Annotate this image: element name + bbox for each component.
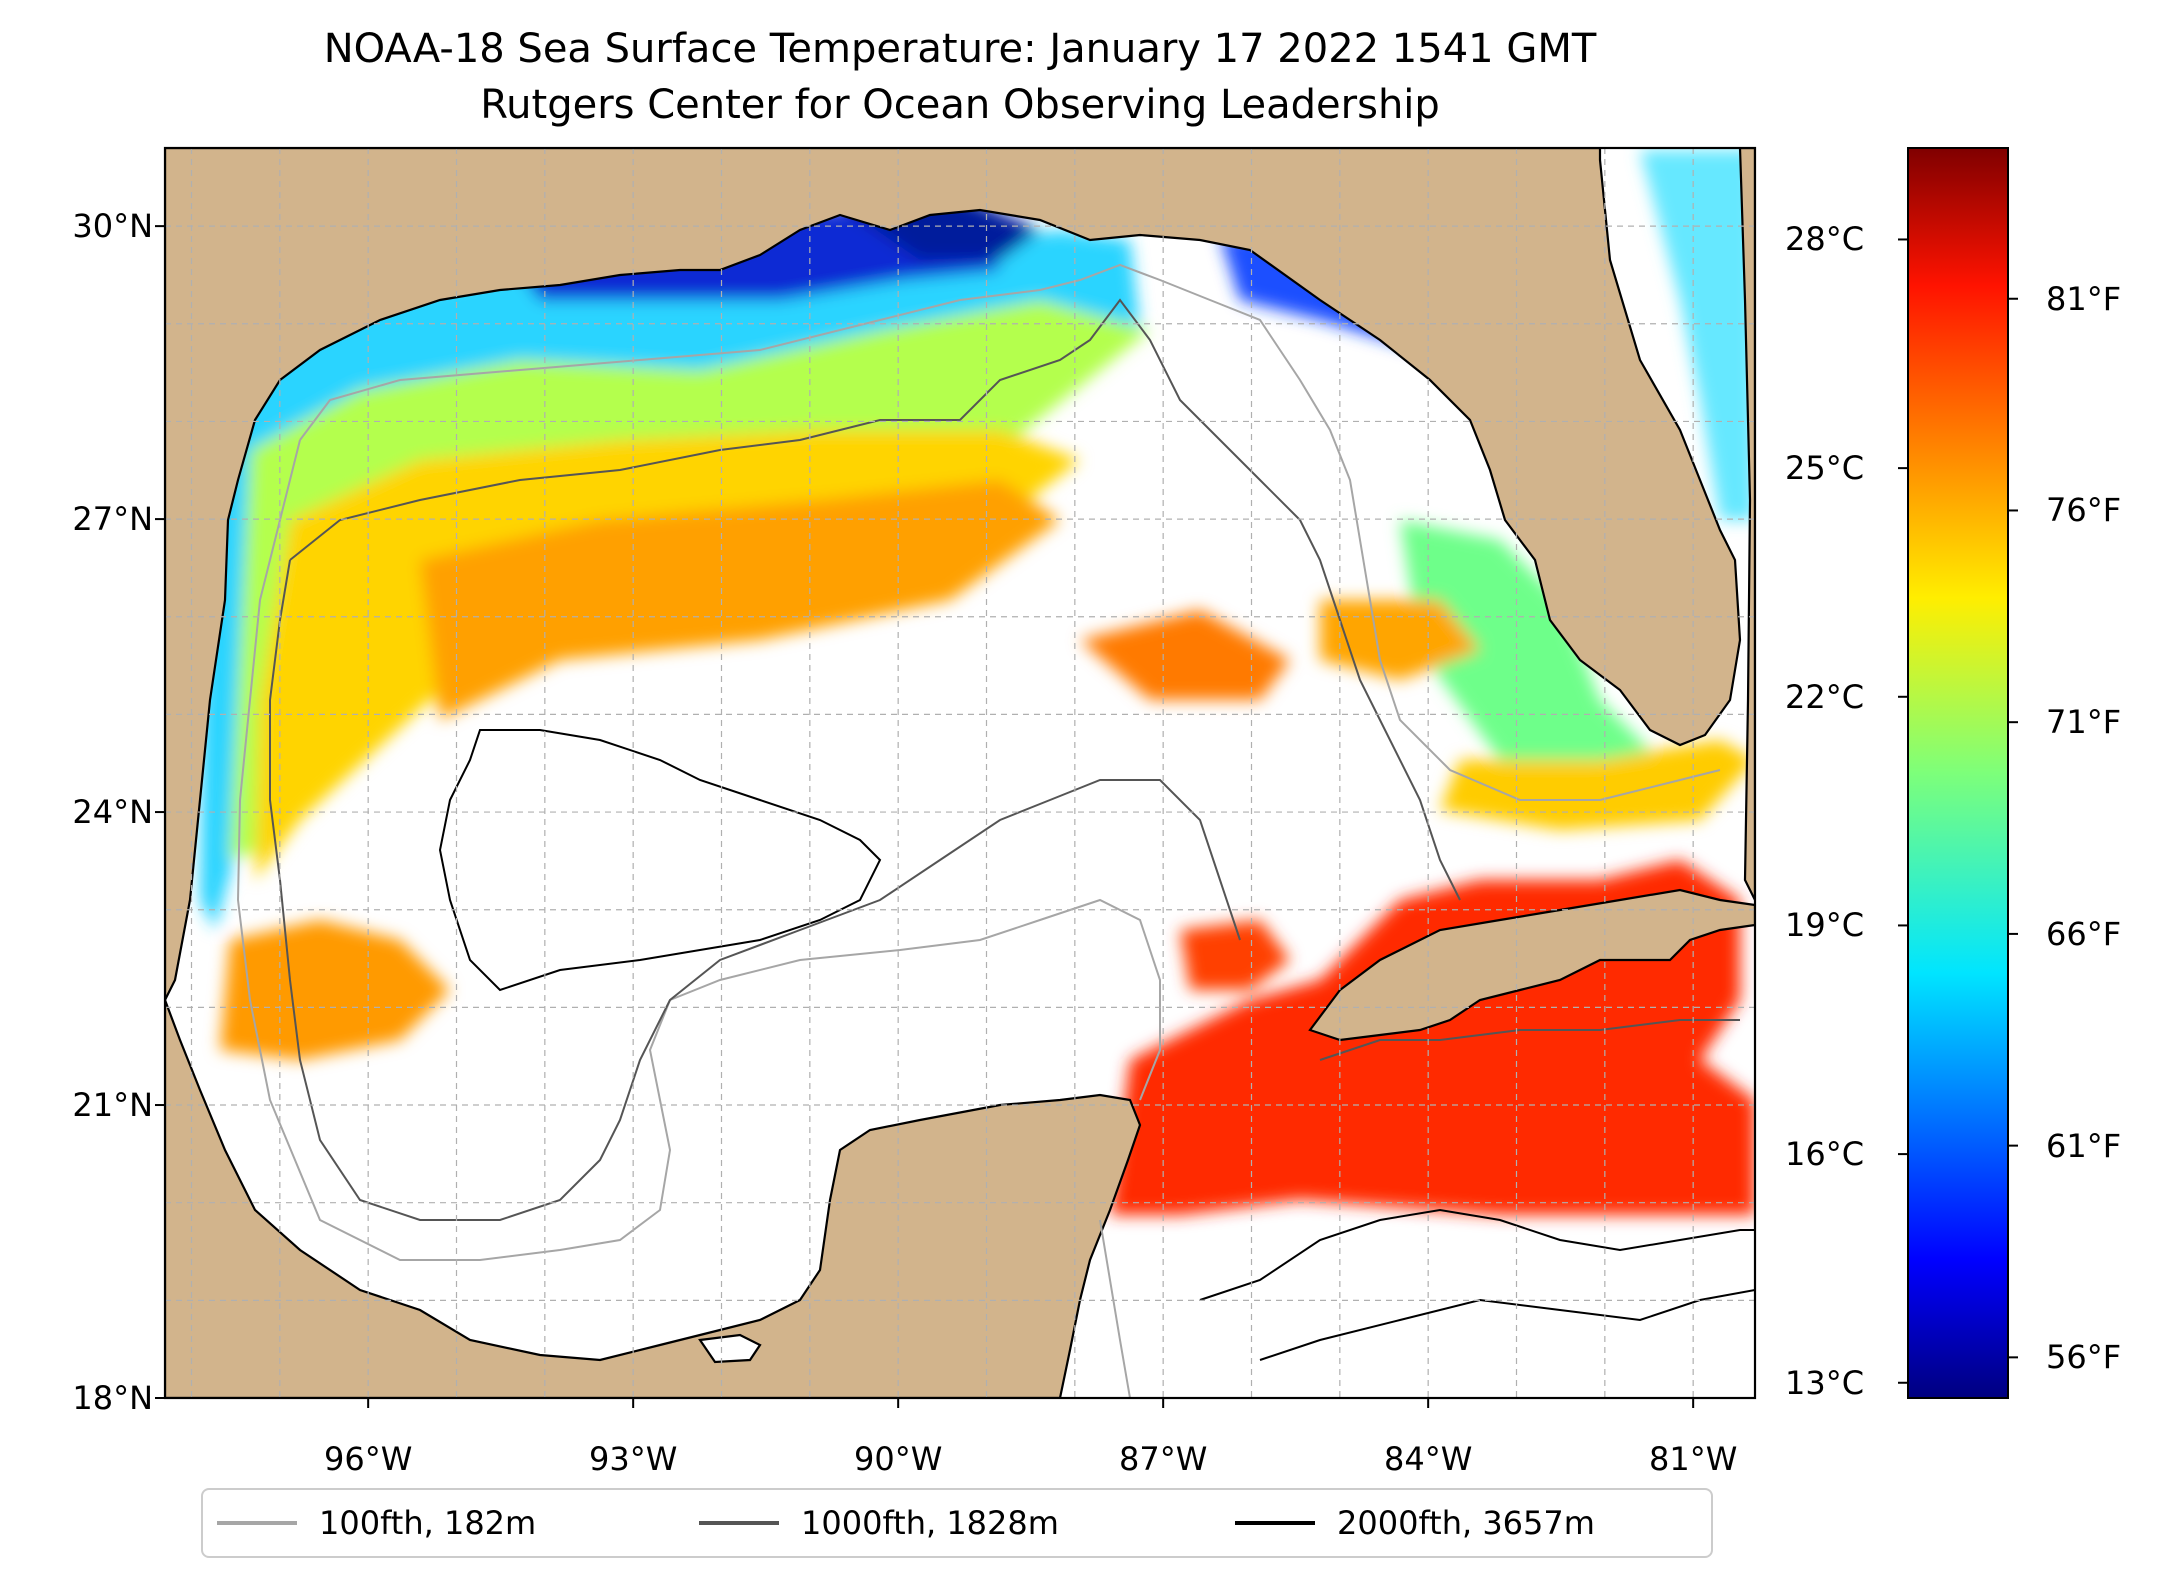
land-mexico <box>165 999 1142 1398</box>
colorbar-tick-marks <box>1898 238 2018 1384</box>
sst-orange-flecks <box>1080 610 1290 700</box>
lon-label-96w: 96°W <box>323 1440 413 1478</box>
colorbar-fahrenheit-label: 66°F <box>2046 914 2122 953</box>
colorbar-fahrenheit-label: 71°F <box>2046 703 2122 742</box>
contour-2000fth-caribbean <box>1199 1208 1755 1301</box>
contour-2000fth <box>438 729 882 992</box>
legend-label-2000fth: 2000fth, 3657m <box>1337 1504 1595 1542</box>
legend-swatch-1000fth <box>699 1521 779 1525</box>
legend-item-100fth: 100fth, 182m <box>217 1490 536 1556</box>
title-line-2: Rutgers Center for Ocean Observing Leade… <box>480 82 1440 128</box>
contour-2000fth-caribbean-2 <box>1259 1289 1755 1361</box>
lon-label-81w: 81°W <box>1648 1440 1738 1478</box>
lat-label-21n: 21°N <box>72 1086 153 1125</box>
land-cuba <box>1308 888 1755 1042</box>
land-atlantic-florida-edge <box>1738 148 1755 901</box>
lat-label-24n: 24°N <box>72 793 153 832</box>
sst-red-patch-central <box>1180 920 1290 990</box>
colorbar <box>1907 147 2009 1399</box>
colorbar-fahrenheit-label: 56°F <box>2046 1338 2122 1377</box>
sst-atlantic-strip <box>1640 150 1755 520</box>
lon-label-90w: 90°W <box>853 1440 943 1478</box>
sst-band-orange-south <box>220 920 450 1060</box>
legend-label-1000fth: 1000fth, 1828m <box>801 1504 1059 1542</box>
legend-swatch-2000fth <box>1235 1521 1315 1525</box>
colorbar-celsius-label: 25°C <box>1785 449 1865 488</box>
legend-swatch-100fth <box>217 1521 297 1525</box>
colorbar-celsius-label: 22°C <box>1785 677 1865 716</box>
legend-label-100fth: 100fth, 182m <box>319 1504 537 1542</box>
colorbar-celsius-label: 28°C <box>1785 220 1865 259</box>
lon-label-84w: 84°W <box>1383 1440 1473 1478</box>
sst-orange-flecks-2 <box>1320 600 1480 680</box>
contour-100fth <box>299 263 1721 801</box>
bathymetry-legend: 100fth, 182m 1000fth, 1828m 2000fth, 365… <box>201 1488 1713 1558</box>
colorbar-celsius-label: 13°C <box>1785 1363 1865 1402</box>
land-yucatan-lagoon <box>698 1333 762 1364</box>
lat-label-27n: 27°N <box>72 500 153 539</box>
contour-cayman-ridge <box>1319 1019 1740 1061</box>
colorbar-celsius-label: 19°C <box>1785 906 1865 945</box>
contour-1000fth-west <box>269 559 1241 1221</box>
colorbar-fahrenheit-label: 61°F <box>2046 1126 2122 1165</box>
colorbar-fahrenheit-label: 76°F <box>2046 491 2122 530</box>
contour-100fth-caribbean <box>1099 1219 1131 1398</box>
graticule <box>165 148 1755 1398</box>
sst-band-orange <box>420 480 1060 720</box>
colorbar-celsius-label: 16°C <box>1785 1135 1865 1174</box>
land-us-gulf-coast <box>165 148 1742 1001</box>
colorbar-fahrenheit-label: 81°F <box>2046 279 2122 318</box>
lat-label-18n: 18°N <box>72 1379 153 1417</box>
map-frame <box>163 146 1757 1400</box>
legend-item-1000fth: 1000fth, 1828m <box>699 1490 1059 1556</box>
sst-yellow-florida-straits <box>1440 740 1755 830</box>
lon-label-87w: 87°W <box>1118 1440 1208 1478</box>
contour-1000fth <box>289 298 1461 901</box>
map-tick-marks <box>155 225 1695 1408</box>
lon-label-93w: 93°W <box>588 1440 678 1478</box>
legend-item-2000fth: 2000fth, 3657m <box>1235 1490 1595 1556</box>
land <box>165 148 1755 1398</box>
sst-green-florida <box>1400 520 1660 790</box>
title-line-1: NOAA-18 Sea Surface Temperature: January… <box>323 26 1597 72</box>
lat-label-30n: 30°N <box>72 207 153 246</box>
